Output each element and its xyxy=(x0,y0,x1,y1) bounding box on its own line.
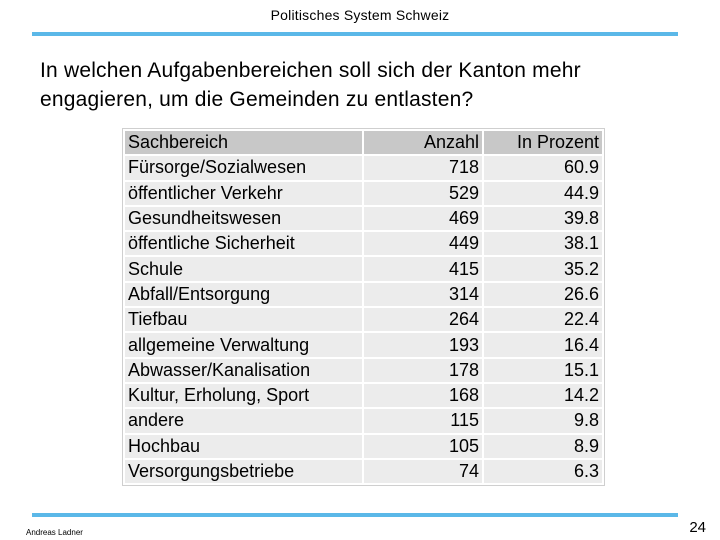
cell-prozent: 38.1 xyxy=(484,232,602,256)
cell-prozent: 35.2 xyxy=(484,257,602,281)
table-header-row: Sachbereich Anzahl In Prozent xyxy=(125,131,602,155)
author-credit: Andreas Ladner xyxy=(26,528,83,537)
cell-anzahl: 74 xyxy=(364,459,482,484)
column-header-prozent: In Prozent xyxy=(484,131,602,155)
cell-prozent: 44.9 xyxy=(484,181,602,205)
cell-anzahl: 105 xyxy=(364,434,482,458)
cell-prozent: 8.9 xyxy=(484,434,602,458)
cell-sachbereich: allgemeine Verwaltung xyxy=(125,333,362,357)
cell-sachbereich: Kultur, Erholung, Sport xyxy=(125,383,362,408)
cell-sachbereich: Abwasser/Kanalisation xyxy=(125,358,362,382)
cell-anzahl: 193 xyxy=(364,333,482,357)
title-line-2: engagieren, um die Gemeinden zu entlaste… xyxy=(40,88,474,111)
cell-prozent: 9.8 xyxy=(484,409,602,433)
table-row: Tiefbau 264 22.4 xyxy=(125,308,602,332)
table-row: Gesundheitswesen 469 39.8 xyxy=(125,206,602,231)
cell-anzahl: 529 xyxy=(364,181,482,205)
column-header-anzahl: Anzahl xyxy=(364,131,482,155)
table-row: Schule 415 35.2 xyxy=(125,257,602,281)
column-header-sachbereich: Sachbereich xyxy=(125,131,362,155)
cell-sachbereich: Gesundheitswesen xyxy=(125,206,362,231)
title-line-1: In welchen Aufgabenbereichen soll sich d… xyxy=(40,59,581,82)
table-row: öffentlicher Verkehr 529 44.9 xyxy=(125,181,602,205)
table-row: Abwasser/Kanalisation 178 15.1 xyxy=(125,358,602,382)
cell-sachbereich: Fürsorge/Sozialwesen xyxy=(125,156,362,180)
cell-anzahl: 314 xyxy=(364,282,482,307)
cell-sachbereich: andere xyxy=(125,409,362,433)
cell-prozent: 26.6 xyxy=(484,282,602,307)
cell-sachbereich: öffentlicher Verkehr xyxy=(125,181,362,205)
page-number: 24 xyxy=(689,519,706,536)
slide-header: Politisches System Schweiz xyxy=(270,7,450,23)
cell-prozent: 14.2 xyxy=(484,383,602,408)
table-row: allgemeine Verwaltung 193 16.4 xyxy=(125,333,602,357)
cell-anzahl: 264 xyxy=(364,308,482,332)
results-table: Sachbereich Anzahl In Prozent Fürsorge/S… xyxy=(122,128,605,487)
table-row: öffentliche Sicherheit 449 38.1 xyxy=(125,232,602,256)
cell-sachbereich: Tiefbau xyxy=(125,308,362,332)
table-row: Versorgungsbetriebe 74 6.3 xyxy=(125,459,602,484)
cell-anzahl: 168 xyxy=(364,383,482,408)
cell-prozent: 39.8 xyxy=(484,206,602,231)
cell-anzahl: 469 xyxy=(364,206,482,231)
table-row: Abfall/Entsorgung 314 26.6 xyxy=(125,282,602,307)
cell-prozent: 15.1 xyxy=(484,358,602,382)
cell-anzahl: 115 xyxy=(364,409,482,433)
cell-sachbereich: Schule xyxy=(125,257,362,281)
table-row: Hochbau 105 8.9 xyxy=(125,434,602,458)
cell-anzahl: 449 xyxy=(364,232,482,256)
table-row: Kultur, Erholung, Sport 168 14.2 xyxy=(125,383,602,408)
cell-sachbereich: Abfall/Entsorgung xyxy=(125,282,362,307)
cell-prozent: 6.3 xyxy=(484,459,602,484)
bottom-divider xyxy=(32,513,678,517)
cell-sachbereich: Hochbau xyxy=(125,434,362,458)
cell-anzahl: 178 xyxy=(364,358,482,382)
cell-prozent: 22.4 xyxy=(484,308,602,332)
cell-prozent: 60.9 xyxy=(484,156,602,180)
table-row: andere 115 9.8 xyxy=(125,409,602,433)
cell-sachbereich: Versorgungsbetriebe xyxy=(125,459,362,484)
cell-prozent: 16.4 xyxy=(484,333,602,357)
table-row: Fürsorge/Sozialwesen 718 60.9 xyxy=(125,156,602,180)
slide-title: In welchen Aufgabenbereichen soll sich d… xyxy=(40,56,700,114)
top-divider xyxy=(32,32,678,36)
cell-sachbereich: öffentliche Sicherheit xyxy=(125,232,362,256)
cell-anzahl: 415 xyxy=(364,257,482,281)
cell-anzahl: 718 xyxy=(364,156,482,180)
